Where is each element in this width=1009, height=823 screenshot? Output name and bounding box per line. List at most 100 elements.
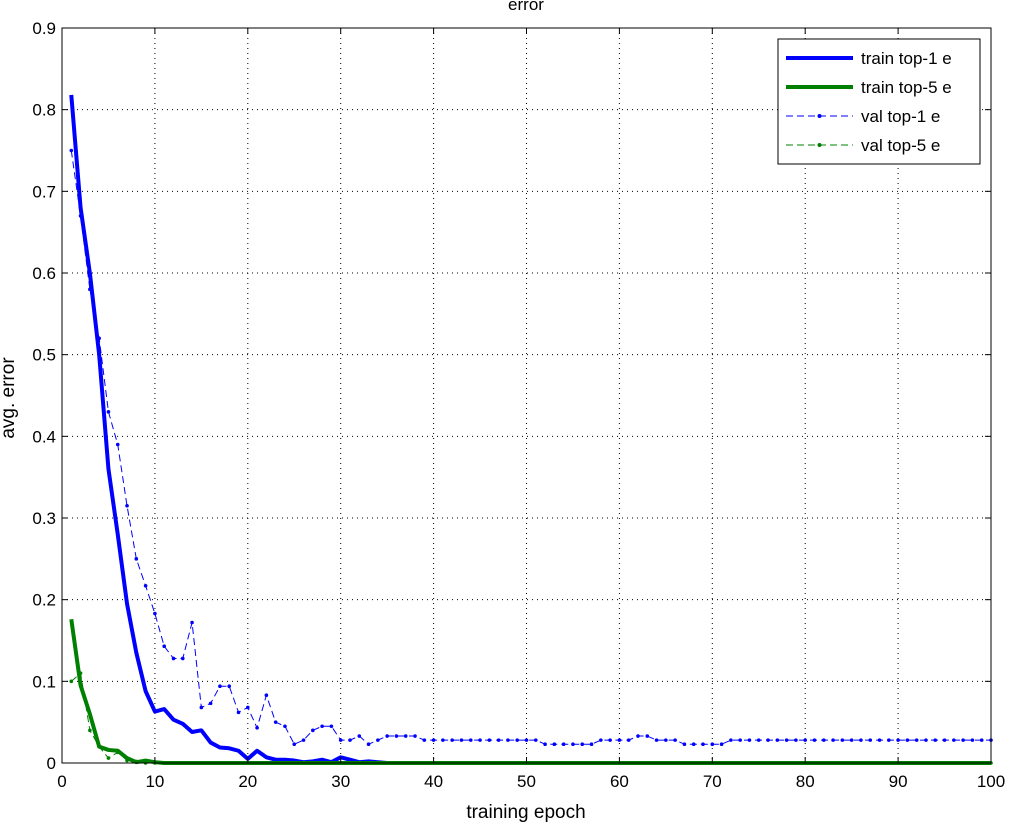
data-point: [273, 720, 278, 724]
data-point: [942, 738, 947, 742]
data-point: [459, 738, 464, 742]
data-point: [450, 738, 454, 742]
data-point: [896, 738, 900, 742]
data-point: [283, 724, 287, 729]
data-point: [738, 738, 742, 742]
data-point: [180, 656, 185, 661]
data-point: [301, 738, 306, 742]
data-point: [236, 710, 241, 715]
data-point: [691, 742, 696, 747]
y-tick-label: 0.2: [32, 591, 56, 610]
data-point: [376, 738, 380, 742]
data-point: [311, 728, 315, 733]
data-point: [756, 738, 761, 742]
data-point: [227, 684, 232, 689]
data-point: [719, 742, 724, 747]
data-point: [487, 738, 492, 742]
series-line-val-top-1-e: [70, 150, 991, 745]
data-point: [831, 738, 835, 742]
data-point: [246, 705, 250, 710]
data-point: [961, 738, 965, 742]
data-point: [859, 738, 863, 742]
data-point: [506, 738, 510, 742]
legend-label: val top-5 e: [861, 136, 940, 155]
data-point: [840, 738, 845, 742]
data-point: [775, 738, 780, 742]
data-point: [366, 742, 371, 747]
data-point: [106, 756, 111, 760]
data-point: [571, 742, 575, 747]
data-point: [143, 583, 148, 588]
data-point: [729, 738, 733, 742]
data-point: [626, 738, 631, 742]
y-tick-label: 0.3: [32, 509, 56, 528]
legend: train top-1 e train top-5 e val top-1 e val…: [777, 38, 981, 165]
data-point: [69, 148, 74, 153]
data-point: [561, 742, 566, 747]
data-point: [682, 742, 687, 747]
data-point: [645, 734, 650, 738]
data-point: [533, 738, 538, 742]
data-point: [218, 684, 222, 689]
legend-marker: [817, 143, 822, 147]
data-point: [524, 738, 529, 742]
data-point: [162, 644, 166, 649]
data-point: [849, 738, 854, 742]
data-point: [171, 656, 176, 661]
legend-label: train top-5 e: [861, 78, 952, 97]
data-point: [914, 738, 919, 742]
data-point: [552, 742, 557, 747]
x-tick-label: 40: [424, 772, 443, 791]
x-tick-label: 100: [977, 772, 1005, 791]
data-point: [654, 738, 659, 742]
data-point: [877, 738, 882, 742]
x-axis-label: training epoch: [466, 802, 585, 823]
data-point: [608, 738, 612, 742]
y-tick-label: 0.8: [32, 101, 56, 120]
data-point: [255, 726, 259, 730]
data-point: [766, 738, 770, 742]
data-point: [905, 738, 910, 742]
data-point: [794, 738, 798, 742]
y-tick-label: 0.7: [32, 182, 56, 201]
data-point: [924, 738, 928, 742]
x-tick-label: 0: [57, 772, 66, 791]
data-point: [664, 738, 668, 742]
y-tick-label: 0.9: [32, 19, 56, 38]
data-point: [747, 738, 752, 742]
data-point: [338, 738, 343, 742]
x-tick-label: 30: [331, 772, 350, 791]
data-point: [710, 742, 715, 747]
x-tick-label: 20: [238, 772, 257, 791]
data-point: [403, 734, 408, 738]
x-tick-label: 50: [517, 772, 536, 791]
data-point: [952, 738, 956, 742]
data-point: [292, 742, 297, 747]
data-point: [357, 734, 362, 738]
data-point: [125, 503, 129, 508]
data-point: [422, 738, 427, 742]
data-point: [933, 738, 938, 742]
data-point: [970, 738, 975, 742]
data-point: [385, 734, 389, 738]
data-point: [394, 734, 399, 738]
data-point: [348, 738, 352, 742]
data-point: [821, 738, 826, 742]
data-point: [599, 738, 603, 742]
data-point: [106, 410, 111, 414]
data-point: [88, 728, 92, 733]
data-point: [868, 738, 873, 742]
data-point: [636, 734, 640, 738]
x-tick-label: 10: [145, 772, 164, 791]
data-point: [812, 738, 817, 742]
data-point: [515, 738, 520, 742]
y-axis-label: avg. error: [0, 357, 19, 439]
data-point: [701, 742, 705, 747]
y-tick-label: 0.1: [32, 672, 56, 691]
y-tick-label: 0.4: [32, 427, 56, 446]
data-point: [803, 738, 807, 742]
data-point: [887, 738, 891, 742]
data-point: [543, 742, 547, 747]
data-point: [320, 724, 324, 729]
